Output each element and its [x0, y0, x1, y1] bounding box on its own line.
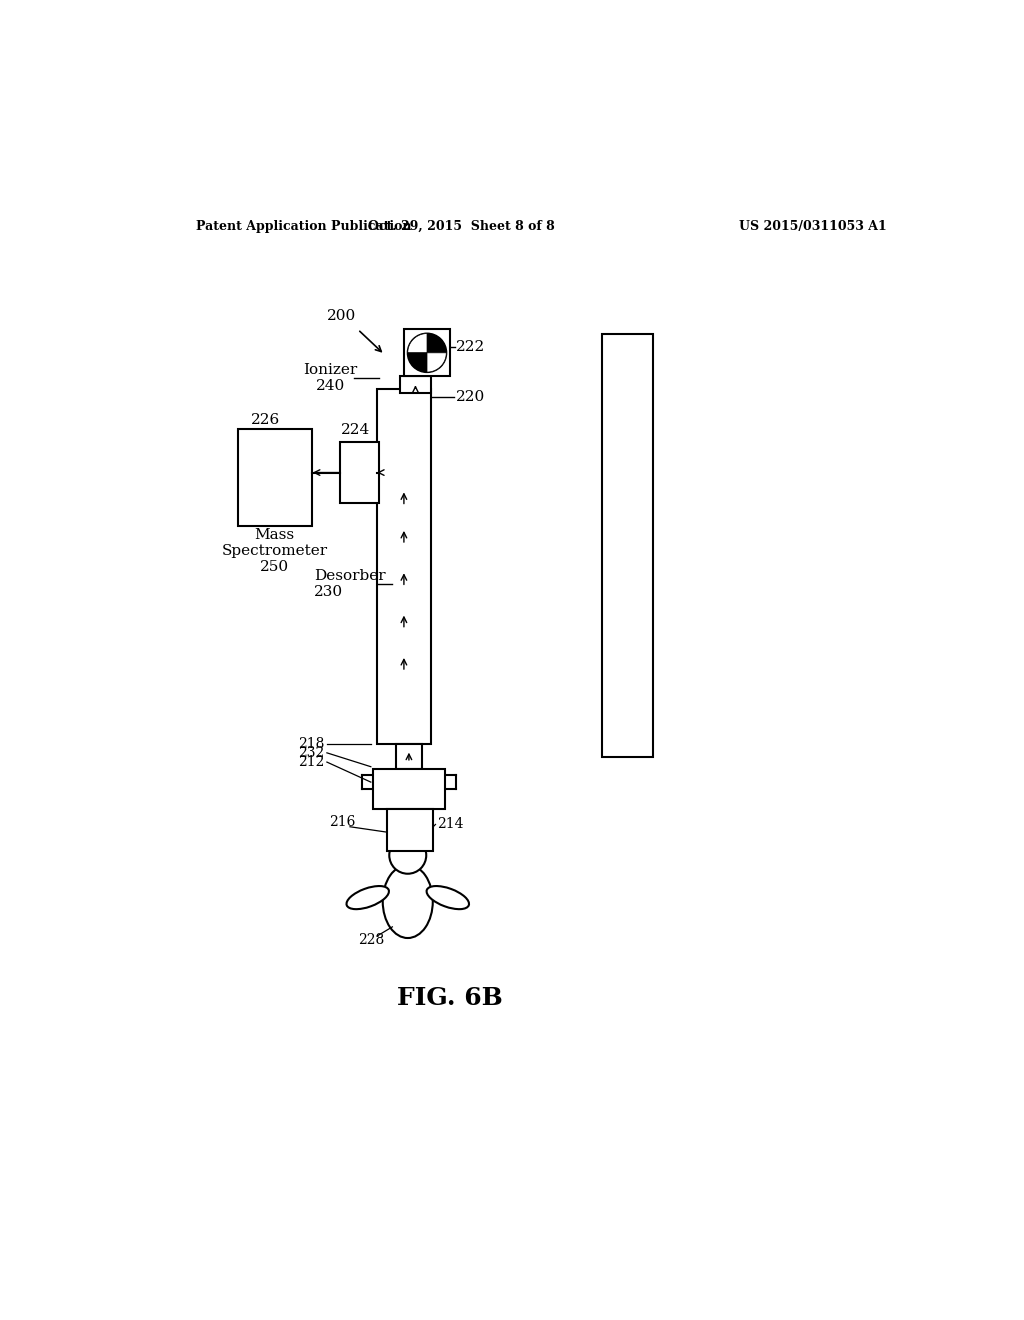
Text: Patent Application Publication: Patent Application Publication	[196, 219, 412, 232]
Polygon shape	[427, 334, 446, 352]
Text: Desorber
230: Desorber 230	[313, 569, 385, 599]
Text: 224: 224	[341, 424, 370, 437]
Text: 214: 214	[437, 817, 464, 832]
Bar	[340, 442, 379, 503]
Circle shape	[408, 334, 446, 372]
Text: Ionizer
240: Ionizer 240	[304, 363, 357, 393]
Bar	[396, 743, 422, 770]
Text: 222: 222	[456, 341, 484, 354]
Ellipse shape	[427, 886, 469, 909]
Polygon shape	[408, 352, 427, 372]
Ellipse shape	[346, 886, 389, 909]
Text: FIG. 6B: FIG. 6B	[397, 986, 503, 1010]
Bar	[403, 330, 451, 376]
Text: 226: 226	[251, 413, 280, 428]
Polygon shape	[427, 352, 446, 372]
Text: Oct. 29, 2015  Sheet 8 of 8: Oct. 29, 2015 Sheet 8 of 8	[369, 219, 555, 232]
Text: 232: 232	[298, 746, 325, 760]
Text: 228: 228	[357, 933, 384, 946]
Circle shape	[389, 837, 426, 874]
Polygon shape	[408, 334, 427, 352]
Text: 200: 200	[327, 309, 356, 323]
Text: 212: 212	[298, 755, 325, 770]
Bar	[400, 376, 431, 393]
Bar	[239, 429, 311, 527]
Text: 216: 216	[330, 816, 355, 829]
Text: US 2015/0311053 A1: US 2015/0311053 A1	[739, 219, 887, 232]
Ellipse shape	[383, 865, 433, 939]
Text: Mass
Spectrometer
250: Mass Spectrometer 250	[221, 528, 328, 574]
Text: 218: 218	[298, 737, 325, 751]
Bar	[602, 334, 652, 758]
Text: 220: 220	[456, 391, 484, 404]
Bar	[377, 389, 431, 743]
Bar	[387, 809, 433, 851]
Bar	[373, 770, 444, 809]
